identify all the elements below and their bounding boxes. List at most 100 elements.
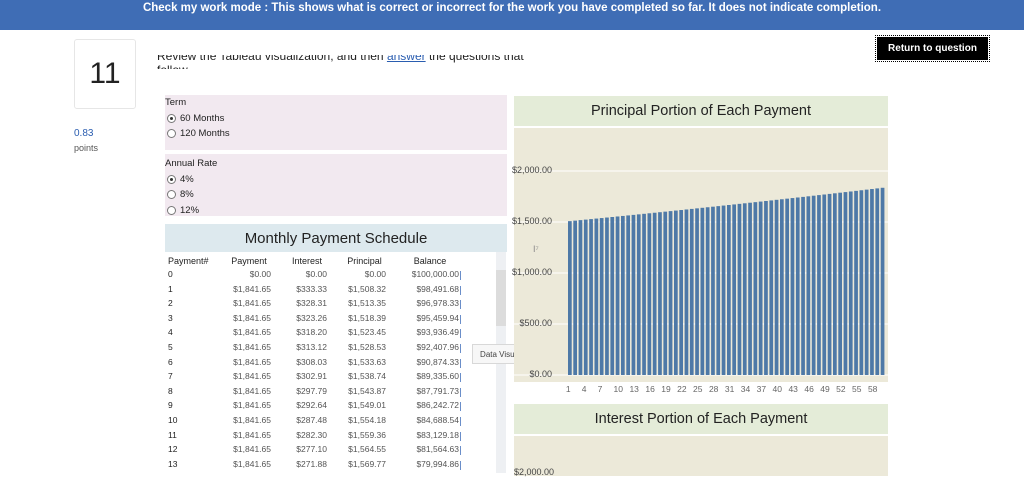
principal-bar[interactable] (833, 193, 837, 375)
row-separator (460, 300, 461, 310)
principal-bar[interactable] (854, 190, 858, 375)
principal-bar[interactable] (674, 210, 678, 375)
rate-option-4[interactable]: 4% (167, 174, 194, 185)
schedule-cell: $1,841.65 (233, 400, 271, 411)
principal-bar[interactable] (780, 199, 784, 375)
principal-bar[interactable] (578, 220, 583, 375)
principal-bar[interactable] (589, 219, 593, 375)
principal-bar[interactable] (700, 207, 705, 375)
principal-bar[interactable] (870, 189, 874, 375)
y-tick-label: $1,500.00 (511, 216, 552, 226)
schedule-scrollbar-thumb[interactable] (496, 270, 506, 326)
principal-bar[interactable] (621, 215, 625, 375)
principal-bar[interactable] (742, 203, 747, 375)
principal-bar[interactable] (795, 197, 800, 375)
principal-bar[interactable] (663, 211, 668, 375)
schedule-column-header[interactable]: Principal (347, 256, 382, 266)
principal-bar[interactable] (774, 199, 779, 375)
schedule-cell: $333.33 (296, 283, 327, 294)
principal-bar[interactable] (817, 195, 821, 375)
principal-bar[interactable] (647, 213, 652, 375)
principal-bar[interactable] (679, 210, 684, 375)
principal-bar[interactable] (727, 205, 731, 375)
term-option-60[interactable]: 60 Months (167, 113, 224, 124)
schedule-cell: $0.00 (305, 269, 327, 279)
principal-bar[interactable] (631, 214, 636, 375)
principal-bar[interactable] (785, 198, 790, 375)
principal-bar[interactable] (658, 212, 662, 375)
principal-bar[interactable] (642, 213, 646, 375)
principal-bar[interactable] (790, 198, 795, 375)
radio-selected-icon[interactable] (167, 175, 176, 184)
principal-bar[interactable] (626, 215, 631, 375)
rate-option-8[interactable]: 8% (167, 189, 194, 200)
principal-bar[interactable] (583, 219, 588, 375)
row-separator (460, 344, 461, 353)
schedule-table[interactable]: Payment# Payment Interest Principal Balance 0… (165, 252, 507, 473)
schedule-column-header[interactable]: Payment# (168, 256, 209, 266)
principal-chart-svg[interactable] (514, 128, 888, 398)
principal-bar[interactable] (753, 202, 758, 375)
principal-bar[interactable] (827, 193, 832, 375)
principal-bar[interactable] (769, 200, 774, 375)
radio-selected-icon[interactable] (167, 114, 176, 123)
principal-bar[interactable] (668, 211, 673, 375)
schedule-cell: 13 (168, 458, 178, 469)
principal-bar[interactable] (848, 191, 853, 375)
answer-link[interactable]: answer (386, 55, 426, 63)
principal-bar[interactable] (875, 188, 880, 375)
principal-bar[interactable] (822, 194, 827, 375)
principal-bar[interactable] (652, 212, 657, 375)
principal-bar[interactable] (732, 204, 737, 375)
principal-bar[interactable] (737, 203, 742, 375)
row-separator (460, 285, 461, 295)
x-tick-label: 58 (867, 384, 878, 394)
principal-bar[interactable] (843, 192, 848, 375)
term-option-120[interactable]: 120 Months (167, 128, 230, 139)
principal-bar[interactable] (599, 218, 604, 375)
schedule-column-header[interactable]: Payment (231, 256, 267, 266)
principal-bar[interactable] (811, 195, 816, 375)
return-to-question-button[interactable]: Return to question (875, 35, 990, 62)
principal-bar[interactable] (806, 196, 811, 375)
principal-bar[interactable] (880, 187, 885, 375)
schedule-column-header[interactable]: Interest (291, 256, 322, 266)
principal-bar[interactable] (568, 221, 572, 375)
rate-option-12[interactable]: 12% (167, 205, 199, 216)
principal-bar[interactable] (716, 206, 721, 375)
principal-bar[interactable] (610, 217, 615, 375)
principal-bar[interactable] (801, 196, 805, 375)
schedule-cell: $93,936.49 (416, 327, 459, 338)
principal-bar[interactable] (711, 206, 715, 375)
schedule-cell: $1,569.77 (348, 458, 386, 469)
schedule-cell: $318.20 (296, 327, 327, 338)
principal-bar[interactable] (838, 192, 843, 375)
schedule-cell: $90,874.33 (416, 356, 459, 367)
principal-bar[interactable] (689, 208, 694, 375)
principal-bar[interactable] (721, 205, 726, 375)
radio-unselected-icon[interactable] (167, 206, 176, 215)
principal-bar[interactable] (615, 216, 620, 375)
row-separator (460, 271, 461, 280)
question-instruction: Review the Tableau visualization, and th… (157, 55, 557, 69)
principal-bar[interactable] (695, 208, 699, 375)
principal-bar[interactable] (748, 202, 752, 375)
principal-bar[interactable] (705, 207, 710, 375)
principal-bar[interactable] (573, 220, 578, 375)
schedule-cell: 9 (168, 400, 173, 411)
schedule-cell: $308.03 (296, 356, 327, 367)
interest-chart-area[interactable] (514, 436, 888, 476)
principal-bar[interactable] (594, 218, 599, 375)
principal-bar[interactable] (605, 217, 609, 375)
schedule-cell: $96,978.33 (416, 298, 459, 309)
principal-bar[interactable] (764, 200, 768, 375)
principal-bar[interactable] (684, 209, 689, 375)
principal-bar[interactable] (758, 201, 763, 375)
principal-bar[interactable] (636, 214, 641, 375)
radio-unselected-icon[interactable] (167, 129, 176, 138)
x-tick-label: 25 (693, 384, 703, 394)
schedule-column-header[interactable]: Balance (413, 256, 447, 266)
principal-bar[interactable] (864, 189, 869, 375)
principal-bar[interactable] (859, 190, 864, 375)
radio-unselected-icon[interactable] (167, 190, 176, 199)
